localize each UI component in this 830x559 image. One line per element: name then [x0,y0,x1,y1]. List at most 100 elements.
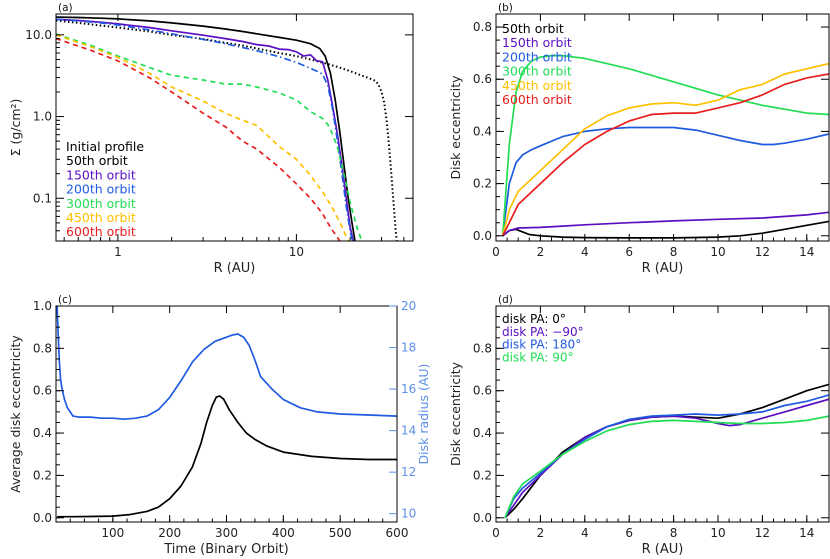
panel-d: 0 2 4 6 8 10 12 14 0.0 0.2 0.4 0.6 0.8 R (AU) Disk ecc… [448,294,830,557]
legend-entry: disk PA: 180° [502,338,581,352]
y-tick-label: 0.4 [33,426,52,440]
y-tick-label: 0.4 [473,426,492,440]
x-tick-label: 6 [625,526,633,540]
series-group [504,383,829,519]
x-tick-label: 500 [329,526,352,540]
legend: disk PA: 0°disk PA: −90°disk PA: 180°dis… [502,312,584,364]
series-line-b-3 [501,54,829,236]
legend-entry: 150th orbit [502,35,572,50]
x-tick-label: 12 [755,526,770,540]
y2-tick-label: 10 [401,507,416,521]
y2-tick-label: 16 [401,382,416,396]
y-tick-label: 0.8 [33,341,52,355]
panel-b: 0 2 4 6 8 10 12 14 0.0 0.2 0.4 0.6 0.8 R (AU) Disk ecc… [448,2,830,276]
y-tick-label: 10.0 [25,28,52,42]
legend-entry: disk PA: −90° [502,325,584,339]
x-tick-label: 6 [625,245,633,259]
legend-entry: 50th orbit [66,153,128,168]
series-line-d-1 [504,398,829,519]
x-tick-label: 0 [492,245,500,259]
y-tick-label: 0.6 [473,72,492,86]
x-axis-label: R (AU) [642,261,684,276]
series-line-d-0 [504,383,829,519]
x-axis-label: R (AU) [214,261,256,276]
y-axis-label: Disk eccentricity [448,361,463,466]
x-tick-label: 2 [537,245,545,259]
plot-frame [55,13,414,242]
y-tick-label: 0.8 [473,341,492,355]
y-tick-label: 0.6 [33,384,52,398]
x-tick-label: 14 [799,526,814,540]
series-group [56,16,398,241]
y2-tick-label: 12 [401,465,416,479]
series-line-d-2 [504,394,829,519]
legend-entry: 50th orbit [502,21,564,36]
x-tick-label: 0 [492,526,500,540]
x-tick-label: 12 [755,245,770,259]
series-line-b-1 [502,211,829,237]
y-tick-label: 0.2 [473,177,492,191]
series-line-b-0 [502,220,829,239]
series-line-c-0 [57,395,397,518]
y2-tick-label: 20 [401,299,416,313]
y2-axis-label: Disk radius (AU) [416,364,431,465]
series-group [56,306,397,518]
y-tick-label: 0.4 [473,124,492,138]
y-tick-label: 1.0 [33,299,52,313]
y2-tick-label: 18 [401,341,416,355]
panel-label: (d) [498,294,513,306]
y-tick-label: 0.8 [473,20,492,34]
x-tick-label: 400 [272,526,295,540]
x-tick-label: 100 [101,526,124,540]
x-axis-label: Time (Binary Orbit) [163,542,289,557]
legend-entry: 150th orbit [66,167,136,182]
y-tick-label: 0.2 [473,468,492,482]
x-tick-label: 2 [537,526,545,540]
x-tick-label: 8 [670,245,678,259]
x-tick-label: 200 [158,526,181,540]
x-tick-label: 1 [114,245,122,259]
x-tick-label: 300 [215,526,238,540]
x-tick-label: 10 [710,245,725,259]
y-axis-label: Σ (g/cm²) [8,99,23,157]
series-line-a-1 [56,16,356,241]
legend-entry: 450th orbit [66,210,136,225]
y2-tick-label: 14 [401,424,416,438]
y-axis-label: Disk eccentricity [448,75,463,180]
series-line-b-5 [501,73,829,237]
panel-a: 1 10 0.1 1.0 10.0 R (AU) Σ (g/cm²) (a) Initial p… [8,2,414,276]
y-tick-label: 0.0 [473,511,492,525]
x-tick-label: 10 [289,245,304,259]
y-axis-label: Average disk eccentricity [8,335,23,493]
y-tick-label: 0.0 [33,511,52,525]
series-line-b-2 [501,126,829,236]
legend-entry: Initial profile [66,139,144,154]
x-tick-label: 4 [581,245,589,259]
y-tick-label: 0.6 [473,384,492,398]
legend-entry: 600th orbit [502,92,572,107]
series-line-a-5 [56,34,349,241]
series-line-b-4 [501,62,829,237]
x-tick-label: 4 [581,526,589,540]
legend-entry: 200th orbit [66,182,136,197]
legend-entry: 450th orbit [502,78,572,93]
series-line-c-1 [56,306,397,421]
series-line-a-6 [56,37,341,241]
y-tick-label: 0.1 [33,191,52,205]
x-tick-label: 10 [710,526,725,540]
legend-entry: 300th orbit [66,196,136,211]
x-axis-label: R (AU) [642,542,684,557]
panel-label: (b) [498,2,513,14]
legend-entry: disk PA: 0° [502,312,566,326]
panel-label: (c) [58,294,72,306]
panel-label: (a) [58,2,73,14]
y-tick-label: 0.0 [473,229,492,243]
series-line-a-0 [56,19,398,241]
x-tick-label: 14 [799,245,814,259]
series-line-d-3 [504,415,829,519]
x-tick-label: 8 [670,526,678,540]
y-tick-label: 0.2 [33,468,52,482]
